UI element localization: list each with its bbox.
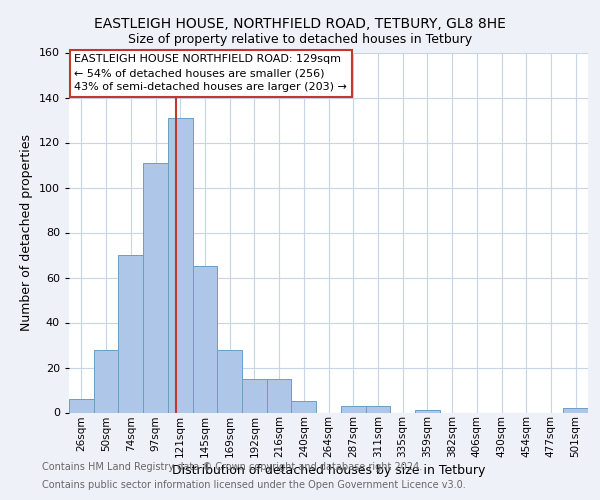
Text: EASTLEIGH HOUSE NORTHFIELD ROAD: 129sqm
← 54% of detached houses are smaller (25: EASTLEIGH HOUSE NORTHFIELD ROAD: 129sqm … [74,54,347,92]
Text: EASTLEIGH HOUSE, NORTHFIELD ROAD, TETBURY, GL8 8HE: EASTLEIGH HOUSE, NORTHFIELD ROAD, TETBUR… [94,18,506,32]
X-axis label: Distribution of detached houses by size in Tetbury: Distribution of detached houses by size … [172,464,485,477]
Bar [415,410,440,412]
Bar [365,406,390,412]
Y-axis label: Number of detached properties: Number of detached properties [20,134,33,331]
Bar [168,118,193,412]
Bar [292,401,316,412]
Bar [267,379,292,412]
Bar [94,350,118,412]
Bar [69,399,94,412]
Bar [217,350,242,412]
Bar [242,379,267,412]
Text: Size of property relative to detached houses in Tetbury: Size of property relative to detached ho… [128,32,472,46]
Bar [143,163,168,412]
Bar [118,255,143,412]
Bar [563,408,588,412]
Bar [341,406,365,412]
Text: Contains public sector information licensed under the Open Government Licence v3: Contains public sector information licen… [42,480,466,490]
Bar [193,266,217,412]
Text: Contains HM Land Registry data © Crown copyright and database right 2024.: Contains HM Land Registry data © Crown c… [42,462,422,472]
